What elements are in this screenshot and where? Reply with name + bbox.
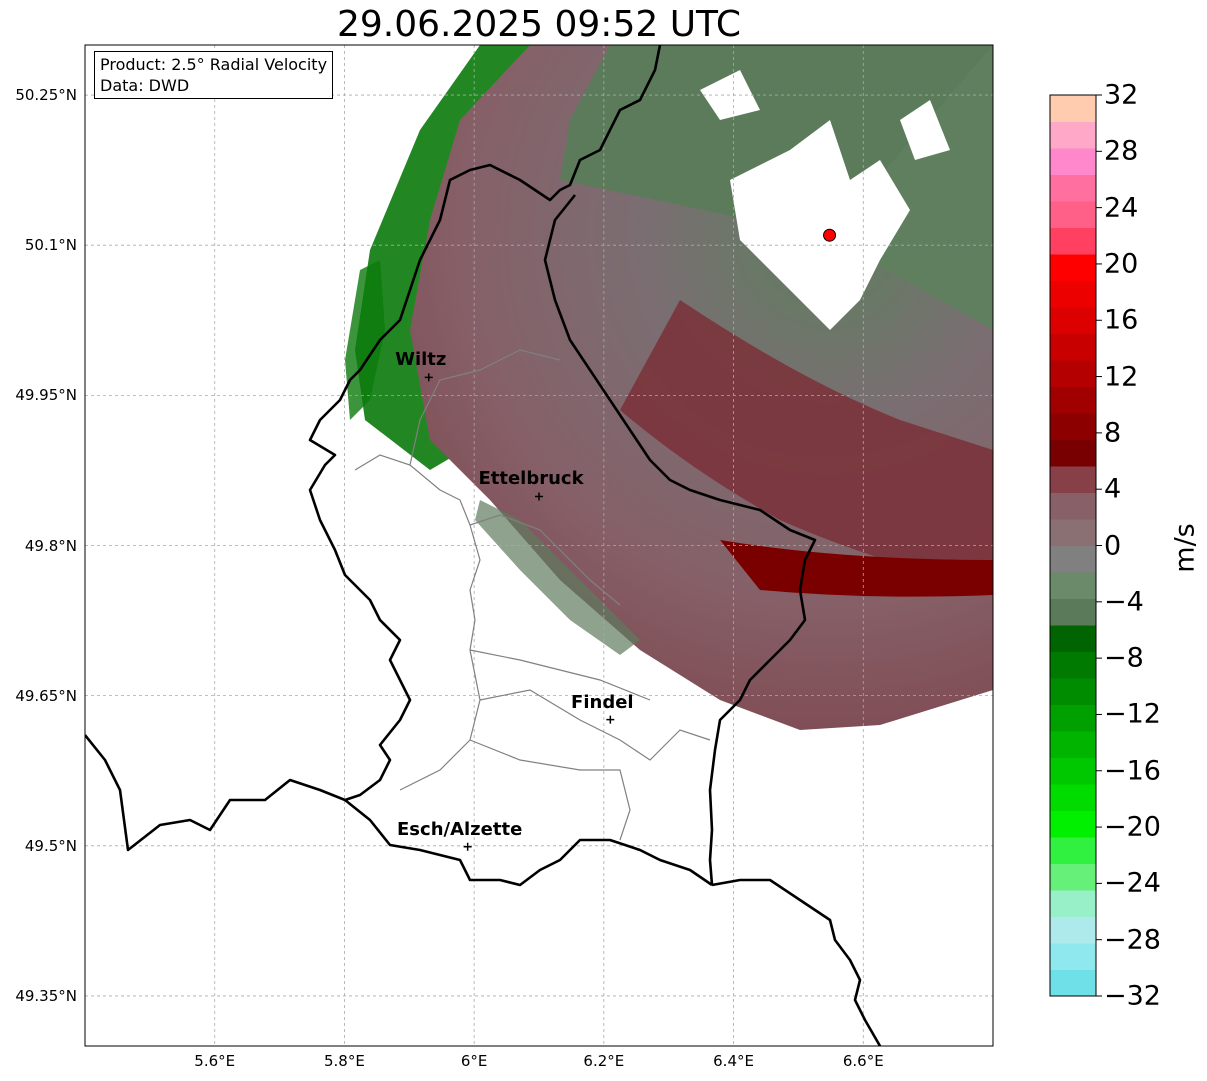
colorbar-tick-label: 8 bbox=[1104, 417, 1122, 449]
colorbar-segment bbox=[1050, 466, 1096, 493]
colorbar-segment bbox=[1050, 890, 1096, 917]
colorbar-segment bbox=[1050, 254, 1096, 281]
city-label: Ettelbruck bbox=[478, 468, 584, 490]
lat-tick-label: 50.1°N bbox=[24, 236, 77, 255]
colorbar-segment bbox=[1050, 837, 1096, 864]
colorbar bbox=[1050, 94, 1102, 997]
colorbar-segment bbox=[1050, 227, 1096, 255]
city-marker bbox=[463, 842, 472, 851]
admin-boundaries bbox=[354, 349, 711, 841]
colorbar-segment bbox=[1050, 731, 1096, 758]
colorbar-segment bbox=[1050, 969, 1096, 997]
colorbar-segment bbox=[1050, 174, 1096, 202]
colorbar-tick-label: −24 bbox=[1104, 867, 1161, 899]
colorbar-segment bbox=[1050, 704, 1096, 732]
colorbar-tick-label: 28 bbox=[1104, 135, 1139, 167]
colorbar-segment bbox=[1050, 360, 1096, 387]
colorbar-tick-label: −32 bbox=[1104, 980, 1161, 1012]
city-label: Wiltz bbox=[395, 349, 447, 371]
lat-tick-label: 49.95°N bbox=[15, 386, 77, 405]
lon-tick-label: 6.4°E bbox=[713, 1052, 754, 1070]
product-info-box: Product: 2.5° Radial Velocity Data: DWD bbox=[94, 51, 334, 99]
city-label: Esch/Alzette bbox=[397, 818, 523, 840]
city-markers bbox=[424, 373, 615, 851]
colorbar-tick-label: −16 bbox=[1104, 755, 1161, 787]
colorbar-segment bbox=[1050, 386, 1096, 414]
city-label: Findel bbox=[571, 691, 634, 713]
colorbar-segment bbox=[1050, 572, 1096, 599]
lon-tick-label: 5.6°E bbox=[194, 1052, 236, 1070]
data-source-label: Data: DWD bbox=[100, 76, 190, 95]
colorbar-tick-label: 32 bbox=[1104, 79, 1139, 111]
product-label: Product: 2.5° Radial Velocity bbox=[100, 55, 328, 74]
colorbar-segment bbox=[1050, 280, 1096, 308]
colorbar-segment bbox=[1050, 121, 1096, 149]
colorbar-segment bbox=[1050, 333, 1096, 361]
colorbar-unit-label: m/s bbox=[1169, 523, 1201, 573]
colorbar-segment bbox=[1050, 916, 1096, 944]
colorbar-tick-label: −28 bbox=[1104, 924, 1161, 956]
colorbar-tick-label: −20 bbox=[1104, 811, 1161, 843]
colorbar-segment bbox=[1050, 439, 1096, 467]
colorbar-tick-label: −12 bbox=[1104, 698, 1161, 730]
colorbar-segment bbox=[1050, 201, 1096, 228]
colorbar-segment bbox=[1050, 492, 1096, 520]
colorbar-segment bbox=[1050, 625, 1096, 652]
city-marker bbox=[606, 715, 615, 724]
colorbar-tick-label: 24 bbox=[1104, 192, 1139, 224]
colorbar-segment bbox=[1050, 598, 1096, 626]
lon-tick-label: 6.2°E bbox=[583, 1052, 625, 1070]
colorbar-segment bbox=[1050, 943, 1096, 970]
colorbar-tick-label: −8 bbox=[1104, 642, 1144, 674]
lat-tick-label: 49.65°N bbox=[15, 686, 77, 705]
national-borders bbox=[85, 45, 882, 1046]
radar-site-marker bbox=[823, 228, 837, 242]
colorbar-segment bbox=[1050, 810, 1096, 838]
colorbar-frame bbox=[1049, 94, 1097, 997]
colorbar-segment bbox=[1050, 95, 1096, 122]
lat-tick-label: 49.8°N bbox=[24, 536, 77, 555]
radar-echoes bbox=[345, 45, 993, 730]
colorbar-tick-label: 20 bbox=[1104, 248, 1139, 280]
map-title: 29.06.2025 09:52 UTC bbox=[336, 4, 742, 45]
colorbar-segment bbox=[1050, 651, 1096, 679]
colorbar-segment bbox=[1050, 519, 1096, 546]
lat-tick-label: 49.35°N bbox=[15, 986, 77, 1005]
lat-tick-label: 50.25°N bbox=[15, 86, 77, 105]
colorbar-tick-label: 16 bbox=[1104, 304, 1139, 336]
colorbar-tick-label: −4 bbox=[1104, 586, 1144, 618]
colorbar-segment bbox=[1050, 863, 1096, 891]
colorbar-segment bbox=[1050, 413, 1096, 440]
city-marker bbox=[424, 373, 433, 382]
colorbar-tick-label: 4 bbox=[1104, 473, 1122, 505]
colorbar-segment bbox=[1050, 678, 1096, 705]
lon-tick-label: 6°E bbox=[460, 1052, 488, 1070]
colorbar-segment bbox=[1050, 757, 1096, 785]
colorbar-tick-label: 12 bbox=[1104, 361, 1139, 393]
colorbar-segment bbox=[1050, 545, 1096, 573]
map-frame bbox=[84, 44, 994, 1047]
lon-tick-label: 5.8°E bbox=[324, 1052, 365, 1070]
colorbar-segment bbox=[1050, 307, 1096, 334]
colorbar-segment bbox=[1050, 148, 1096, 175]
city-marker bbox=[535, 492, 543, 501]
colorbar-tick-label: 0 bbox=[1104, 530, 1122, 561]
lon-tick-label: 6.6°E bbox=[842, 1052, 884, 1070]
colorbar-segment bbox=[1050, 784, 1096, 811]
lat-tick-label: 49.5°N bbox=[24, 836, 77, 855]
